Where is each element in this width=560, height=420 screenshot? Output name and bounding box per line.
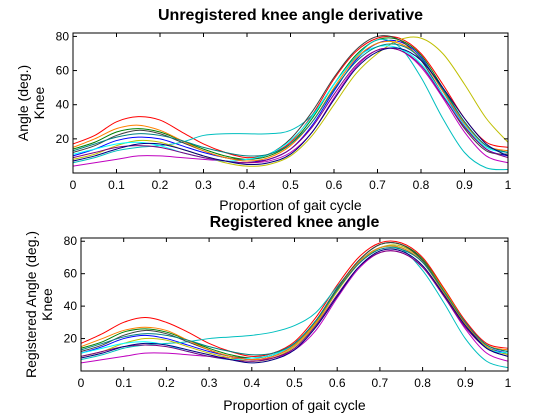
chart-1-x-tick-label: 0.2 bbox=[152, 178, 169, 192]
chart-1-x-tick-label: 0.1 bbox=[108, 178, 125, 192]
chart-1-x-tick-label: 0.8 bbox=[413, 178, 430, 192]
chart-2-series-group bbox=[81, 241, 508, 368]
chart-2-x-tick-label: 0.1 bbox=[115, 376, 132, 390]
chart-1-y-axis-label-line-1: Angle (deg.) bbox=[15, 65, 31, 141]
chart-1-series-line-6 bbox=[73, 37, 508, 166]
chart-2-x-tick-label: 0.8 bbox=[414, 376, 431, 390]
chart-2-y-tick-label: 20 bbox=[64, 332, 78, 346]
chart-2-x-axis-label: Proportion of gait cycle bbox=[223, 397, 366, 413]
chart-2-title: Registered knee angle bbox=[210, 214, 380, 231]
chart-2-x-tick-label: 0.7 bbox=[372, 376, 389, 390]
chart-1-x-tick-label: 0.3 bbox=[195, 178, 212, 192]
chart-2-x-tick-label: 0.4 bbox=[243, 376, 260, 390]
chart-1-x-tick-label: 0.5 bbox=[282, 178, 299, 192]
chart-2-x-tick-label: 0.9 bbox=[457, 376, 474, 390]
chart-1-x-tick-label: 1 bbox=[505, 178, 512, 192]
chart-2-x-tick-label: 0 bbox=[78, 376, 85, 390]
chart-2-y-axis-label-line-1: Registered Angle (deg.) bbox=[23, 231, 39, 378]
chart-1-y-tick-label: 80 bbox=[56, 29, 70, 43]
chart-registered-knee-angle: 0 0.1 0.2 0.3 0.4 0.5 0.6 0.7 0.8 0.9 1 20 40 60 80 Reg… bbox=[23, 214, 512, 413]
chart-unregistered-knee-angle-derivative: 0 0.1 0.2 0.3 0.4 0.5 0.6 0.7 0.8 0.9 1 20 40 60 80 Unr… bbox=[15, 7, 512, 213]
chart-1-y-tick-label: 40 bbox=[56, 98, 70, 112]
chart-2-y-tick-label: 80 bbox=[64, 234, 78, 248]
chart-2-x-tick-label: 1 bbox=[505, 376, 512, 390]
chart-2-x-tick-label: 0.6 bbox=[329, 376, 346, 390]
chart-1-y-tick-label: 20 bbox=[56, 132, 70, 146]
chart-1-series-line-10 bbox=[73, 41, 508, 161]
chart-1-series-line-5 bbox=[73, 48, 508, 166]
chart-1-x-tick-label: 0.6 bbox=[326, 178, 343, 192]
chart-1-y-tick-label: 60 bbox=[56, 64, 70, 78]
chart-1-x-tick-label: 0.7 bbox=[369, 178, 386, 192]
chart-1-x-tick-label: 0 bbox=[70, 178, 77, 192]
chart-1-series-line-1 bbox=[73, 40, 508, 161]
chart-2-x-tick-label: 0.3 bbox=[201, 376, 218, 390]
chart-2-series-line-7 bbox=[81, 242, 508, 358]
chart-2-y-axis-label-line-2: Knee bbox=[39, 288, 55, 321]
chart-2-series-line-12 bbox=[81, 249, 508, 363]
chart-2-y-tick-label: 60 bbox=[64, 267, 78, 281]
chart-1-x-tick-label: 0.4 bbox=[239, 178, 256, 192]
chart-2-x-tick-label: 0.2 bbox=[158, 376, 175, 390]
chart-1-y-axis-label-line-2: Knee bbox=[31, 86, 47, 119]
chart-1-title: Unregistered knee angle derivative bbox=[158, 7, 423, 24]
chart-1-x-axis-label: Proportion of gait cycle bbox=[219, 197, 362, 213]
chart-2-axes-box bbox=[81, 238, 508, 371]
chart-1-series-group bbox=[73, 36, 508, 170]
chart-2-series-line-2 bbox=[81, 243, 508, 358]
chart-2-y-tick-label: 40 bbox=[64, 299, 78, 313]
chart-1-x-tick-label: 0.9 bbox=[456, 178, 473, 192]
chart-2-x-tick-label: 0.5 bbox=[286, 376, 303, 390]
chart-2-series-line-3 bbox=[81, 241, 508, 356]
chart-1-series-line-4 bbox=[73, 39, 508, 169]
